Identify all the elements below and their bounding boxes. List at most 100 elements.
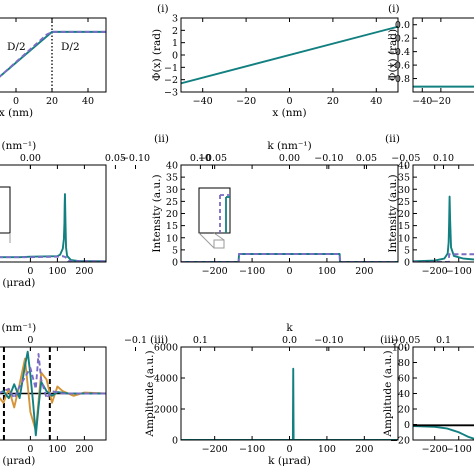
- top-tick-label: 0.05: [105, 153, 126, 164]
- plot-area: [0, 18, 106, 92]
- y-tick-label: 20: [398, 209, 410, 220]
- x-axis-label: x (nm): [272, 107, 306, 119]
- x-tick-label: 0: [27, 444, 33, 455]
- top-tick-label: −0.10: [314, 335, 343, 346]
- inset-connector: [213, 232, 225, 241]
- inset-box: [198, 187, 231, 234]
- plot-area: [413, 424, 474, 440]
- panel-top-left: 0 20 40 x (nm) D/2 D/2: [0, 17, 107, 119]
- annotation-label: D/2: [61, 41, 80, 53]
- axes-frame: [0, 346, 107, 441]
- y-axis-label: Amplitude (a.u.): [144, 350, 156, 437]
- top-tick-label: 0.05: [356, 153, 377, 164]
- x-tick-label: −200: [422, 266, 448, 277]
- inset-box: [0, 186, 11, 234]
- x-tick-label: 20: [46, 96, 58, 107]
- y-tick-label: 15: [166, 221, 178, 232]
- series-line-teal: [0, 30, 106, 78]
- y-axis-label: Intensity (a.u.): [387, 174, 399, 252]
- series-line-teal: [181, 25, 398, 85]
- y-tick-label: 80: [398, 358, 410, 369]
- panel-label: (i): [388, 3, 400, 15]
- x-tick-label: −100: [239, 444, 265, 455]
- y-tick-label: 20: [398, 405, 410, 416]
- x-tick-label: 40: [370, 96, 382, 107]
- x-tick-label: 40: [82, 96, 94, 107]
- x-tick-label: 100: [48, 266, 66, 277]
- y-tick-label: −0.2: [387, 34, 410, 45]
- y-tick-label: 40: [166, 161, 178, 172]
- y-axis-label: Φ(x) (rad): [387, 29, 399, 81]
- x-tick-label: −200: [422, 444, 448, 455]
- x-tick-label: −100: [446, 266, 472, 277]
- series-line-teal: [0, 193, 106, 262]
- y-tick-label: 0: [172, 258, 178, 269]
- y-tick-label: −1: [164, 63, 178, 74]
- plot-area: [0, 347, 106, 440]
- x-tick-label: 200: [75, 266, 93, 277]
- y-tick-label: 25: [166, 197, 178, 208]
- x-tick-label: 0: [27, 266, 33, 277]
- plot-area: [413, 195, 474, 262]
- x-tick-label: −100: [446, 444, 472, 455]
- y-tick-label: 2: [172, 26, 178, 37]
- x-axis-label: k (μrad): [0, 277, 35, 289]
- y-tick-label: 0: [404, 258, 410, 269]
- inset-source-box: [213, 239, 225, 249]
- y-axis-label: Intensity (a.u.): [151, 174, 163, 252]
- panel-label: (i): [157, 3, 169, 15]
- x-tick-label: −200: [202, 266, 228, 277]
- y-tick-label: 1: [172, 38, 178, 49]
- y-tick-label: 10: [398, 233, 410, 244]
- x-axis-label: x (nm): [0, 107, 33, 119]
- y-tick-label: 4000: [154, 374, 178, 385]
- top-tick-label: 0.1: [436, 335, 451, 346]
- x-tick-label: 0: [286, 444, 292, 455]
- series-line-teal: [181, 367, 398, 440]
- x-tick-label: 0: [286, 96, 292, 107]
- axes-frame: [0, 17, 107, 93]
- series-line-dashed_purple: [0, 255, 106, 262]
- y-axis-label: Amplitude (a.u.): [382, 350, 394, 437]
- panel-label: (iii): [380, 334, 398, 346]
- y-tick-label: 35: [398, 173, 410, 184]
- x-tick-label: 100: [318, 444, 336, 455]
- plot-area: [0, 193, 106, 262]
- series-line-teal: [0, 350, 106, 437]
- y-tick-label: 6000: [154, 343, 178, 354]
- x-tick-label: 200: [75, 444, 93, 455]
- y-tick-label: 5: [404, 245, 410, 256]
- x-tick-label: −20: [431, 96, 451, 107]
- y-tick-label: 2000: [154, 405, 178, 416]
- top-tick-label: 0.00: [279, 153, 300, 164]
- top-tick-label: −0.05: [198, 153, 227, 164]
- top-x-axis-label: k (nm⁻¹): [0, 140, 36, 152]
- panel-label: (ii): [385, 133, 400, 145]
- top-x-axis-label: k (nm⁻¹): [267, 140, 311, 152]
- top-tick-label: −0.05: [391, 335, 420, 346]
- x-tick-label: −40: [193, 96, 213, 107]
- axes-frame: [412, 164, 474, 263]
- plot-area: [181, 367, 398, 440]
- panel-label: (ii): [154, 133, 169, 145]
- y-tick-label: 5: [172, 245, 178, 256]
- y-tick-label: 40: [398, 161, 410, 172]
- plot-area: [181, 25, 398, 85]
- top-tick-label: 0.1: [193, 335, 208, 346]
- y-tick-label: −20: [390, 436, 410, 447]
- series-line-dashed_purple: [0, 353, 106, 400]
- x-tick-label: 100: [48, 444, 66, 455]
- y-tick-label: −0.6: [387, 61, 410, 72]
- series-line-dashed_purple: [413, 253, 474, 262]
- top-tick-label: −0.05: [391, 153, 420, 164]
- y-tick-label: −0.4: [387, 47, 410, 58]
- top-tick-label: 0.10: [190, 153, 211, 164]
- y-tick-label: 30: [166, 185, 178, 196]
- y-axis-label: Φ(x) (rad): [151, 29, 163, 81]
- y-tick-label: 0: [404, 420, 410, 431]
